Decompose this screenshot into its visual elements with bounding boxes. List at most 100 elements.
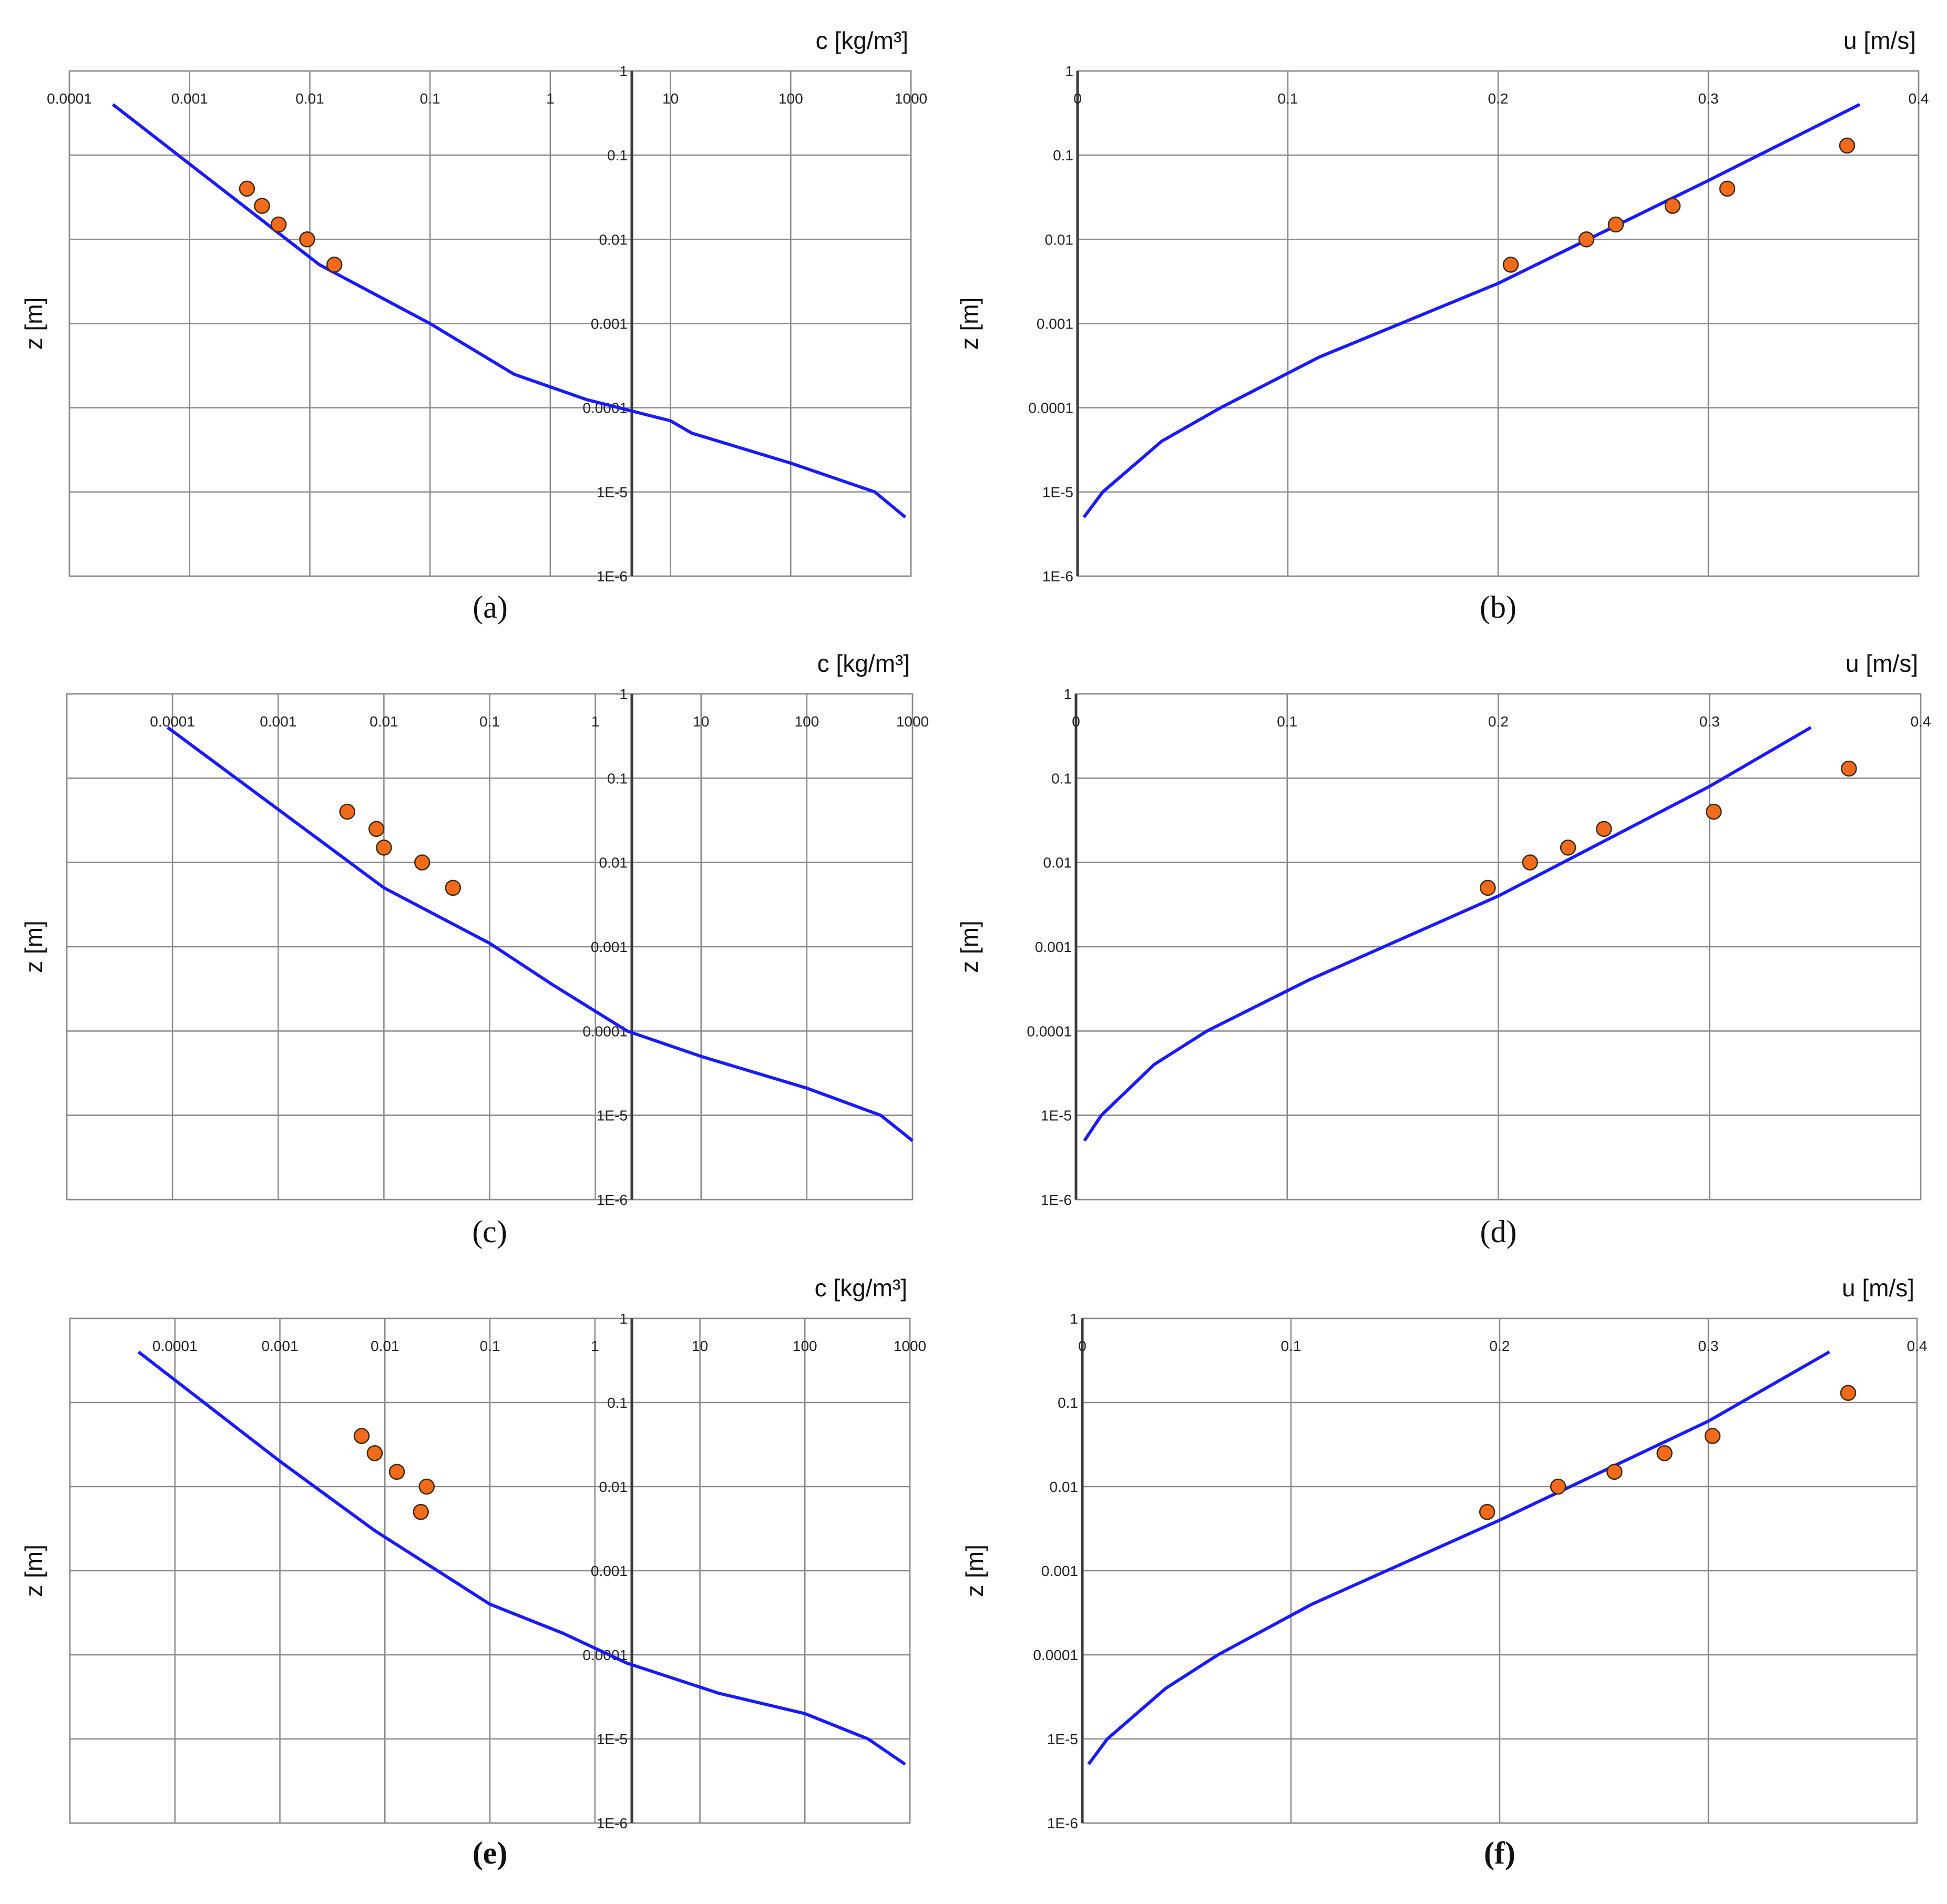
x-tick-label: 0.01 xyxy=(370,713,398,730)
y-tick-label: 1E-5 xyxy=(1047,1731,1078,1747)
y-tick-label: 0.001 xyxy=(591,939,628,955)
y-tick-label: 0.01 xyxy=(1050,1479,1079,1495)
x-tick-label: 100 xyxy=(795,713,819,730)
observed-point xyxy=(1502,257,1519,273)
panel-axis-title: u [m/s] xyxy=(1842,1274,1914,1302)
observed-point xyxy=(1719,180,1736,197)
x-tick-label: 0.4 xyxy=(1907,1338,1928,1354)
observed-point xyxy=(376,840,392,856)
x-tick-label: 0 xyxy=(1072,713,1080,730)
x-tick-label: 0.001 xyxy=(171,90,208,107)
observed-point xyxy=(1550,1478,1566,1495)
panel-axis-title: u [m/s] xyxy=(1846,650,1918,677)
y-tick-label: 1E-5 xyxy=(597,1108,628,1124)
x-tick-label: 0.1 xyxy=(479,713,500,730)
observed-point xyxy=(1480,879,1496,896)
observed-point xyxy=(1596,821,1612,837)
x-tick-label: 0 xyxy=(1078,1338,1087,1354)
x-tick-label: 1000 xyxy=(895,90,927,107)
y-tick-label: 0.0001 xyxy=(1027,1023,1072,1039)
observed-point xyxy=(1606,1463,1623,1480)
y-tick-label: 0.1 xyxy=(607,147,628,163)
observed-point xyxy=(445,879,462,896)
observed-point xyxy=(239,180,255,197)
x-tick-label: 1 xyxy=(591,1338,599,1354)
y-axis-label: z [m] xyxy=(961,1544,988,1597)
y-tick-label: 1 xyxy=(1065,63,1073,79)
y-tick-label: 1 xyxy=(619,63,628,79)
x-tick-label: 1 xyxy=(591,713,600,730)
x-tick-label: 0.001 xyxy=(261,1338,298,1354)
panel-a: 0.0001 0.001 0.01 0.1 1 10 100 1000 1 0.1 0.01 0.00… xyxy=(20,27,927,625)
x-tick-label: 0.2 xyxy=(1488,713,1509,730)
y-tick-label: 0.001 xyxy=(591,1563,628,1579)
panel-caption: (f) xyxy=(1484,1836,1515,1870)
observed-point xyxy=(414,854,431,871)
y-axis-label: z [m] xyxy=(20,920,47,973)
model-profile-line xyxy=(137,1350,906,1766)
panel-e: 0.0001 0.001 0.01 0.1 1 10 100 1000 1 0.1 0.01 0.00… xyxy=(20,1274,926,1870)
x-tick-label: 0.1 xyxy=(420,90,440,107)
y-axis-label: z [m] xyxy=(956,920,983,973)
panel-f: 0 0.1 0.2 0.3 0.4 1 0.1 0.01 0.001 0.0001 1E-5 1E-6… xyxy=(961,1274,1927,1870)
y-tick-label: 0.1 xyxy=(1051,770,1072,786)
observed-point xyxy=(368,821,385,837)
x-tick-label: 10 xyxy=(693,713,709,730)
x-tick-label: 0.0001 xyxy=(150,713,195,730)
y-axis-label: z [m] xyxy=(20,298,47,350)
panel-caption: (e) xyxy=(473,1836,508,1870)
y-tick-label: 1E-6 xyxy=(1041,1192,1072,1208)
panel-axis-title: c [kg/m³] xyxy=(815,1274,907,1302)
y-tick-label: 1E-6 xyxy=(1042,568,1073,585)
observed-point xyxy=(388,1463,405,1480)
observed-point xyxy=(1607,216,1624,233)
panel-b: 0 0.1 0.2 0.3 0.4 1 0.1 0.01 0.001 0.0001 1E-5 1E-6… xyxy=(956,27,1929,625)
x-tick-label: 100 xyxy=(793,1338,817,1354)
y-tick-label: 1E-5 xyxy=(597,1731,628,1747)
x-tick-label: 0.3 xyxy=(1698,90,1719,107)
y-tick-label: 0.01 xyxy=(1043,855,1072,871)
x-tick-label: 0 xyxy=(1073,90,1082,107)
observed-point xyxy=(1840,1385,1857,1401)
y-tick-label: 1E-6 xyxy=(1047,1815,1078,1831)
x-tick-label: 100 xyxy=(778,90,803,107)
plot-frame xyxy=(66,693,914,1201)
observed-point xyxy=(270,216,287,233)
y-tick-label: 1E-6 xyxy=(597,1192,628,1208)
x-tick-label: 0.3 xyxy=(1698,1338,1719,1354)
y-tick-label: 1E-6 xyxy=(597,1815,628,1831)
panel-caption: (d) xyxy=(1480,1214,1517,1249)
y-tick-label: 0.1 xyxy=(607,1395,628,1411)
x-tick-label: 0.2 xyxy=(1488,90,1509,107)
observed-point xyxy=(339,803,355,820)
observed-point xyxy=(1839,137,1856,154)
panel-caption: (c) xyxy=(472,1214,507,1249)
observed-point xyxy=(299,231,315,248)
y-tick-label: 1E-6 xyxy=(597,568,628,585)
observed-point xyxy=(1522,854,1539,871)
y-tick-label: 0.0001 xyxy=(1028,400,1073,416)
observed-point xyxy=(1704,1428,1721,1444)
x-tick-label: 0.01 xyxy=(371,1338,399,1354)
y-tick-label: 0.01 xyxy=(599,855,628,871)
model-profile-line xyxy=(1087,1350,1830,1765)
observed-point xyxy=(366,1445,383,1461)
panel-caption: (b) xyxy=(1480,590,1516,625)
y-tick-label: 1 xyxy=(619,686,628,702)
y-tick-label: 1E-5 xyxy=(1042,484,1073,500)
y-tick-label: 0.1 xyxy=(1058,1395,1078,1411)
y-tick-label: 0.0001 xyxy=(1033,1647,1078,1663)
model-profile-line xyxy=(1083,726,1812,1142)
y-tick-label: 0.001 xyxy=(591,316,628,332)
y-tick-label: 0.01 xyxy=(599,231,628,248)
y-tick-label: 1E-5 xyxy=(597,484,628,500)
observed-point xyxy=(413,1503,429,1520)
y-axis-label: z [m] xyxy=(20,1544,47,1597)
y-tick-label: 0.001 xyxy=(1037,316,1073,332)
x-tick-label: 1000 xyxy=(894,1338,926,1354)
observed-point xyxy=(1656,1445,1673,1461)
model-profile-line xyxy=(167,726,914,1142)
y-tick-label: 0.01 xyxy=(1045,231,1074,248)
x-tick-label: 0.1 xyxy=(1278,90,1298,107)
